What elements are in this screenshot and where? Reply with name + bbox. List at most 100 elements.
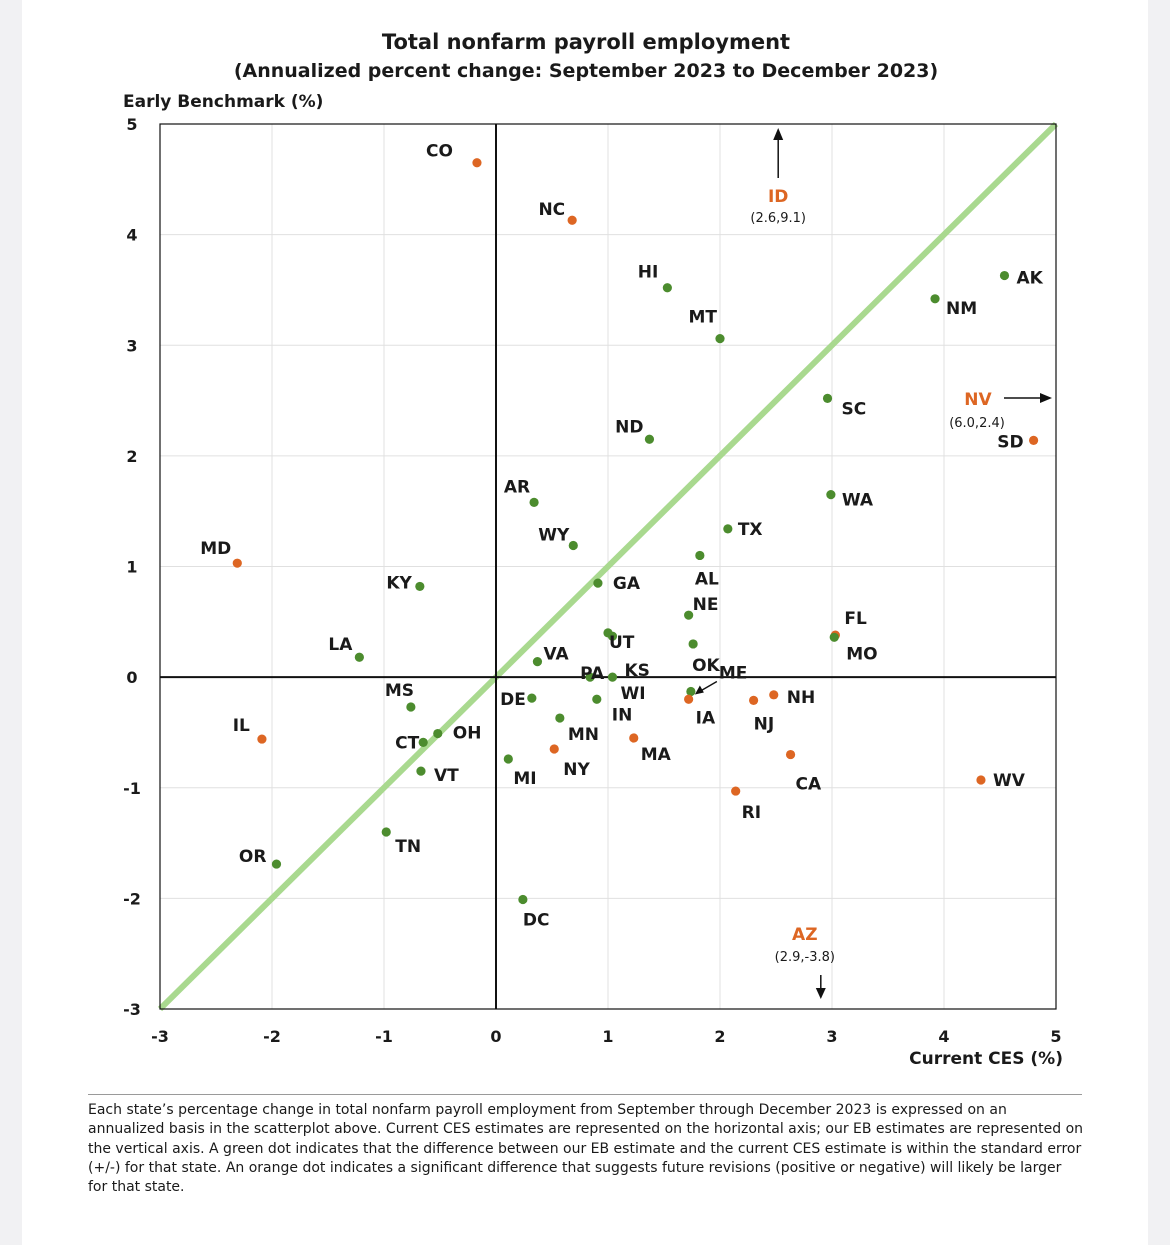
point-label-wa: WA <box>842 491 874 511</box>
x-tick-label: 2 <box>714 1027 725 1046</box>
x-tick-label: 0 <box>490 1027 501 1046</box>
offscale-coords-id: (2.6,9.1) <box>750 211 806 226</box>
data-point-ak <box>999 270 1010 281</box>
data-point-dc <box>518 894 528 905</box>
point-label-mt: MT <box>688 308 717 328</box>
y-tick-label: -2 <box>123 889 141 908</box>
offscale-arrowhead-az <box>815 988 826 999</box>
data-point-ri <box>731 786 741 796</box>
point-label-la: LA <box>328 635 353 655</box>
point-label-de: DE <box>500 690 526 710</box>
x-tick-label: 3 <box>826 1027 837 1046</box>
point-label-md: MD <box>200 539 231 559</box>
chart-footnote: Each state’s percentage change in total … <box>88 1102 1084 1196</box>
scatter-chart: Total nonfarm payroll employment (Annual… <box>123 30 1063 1069</box>
y-tick-label: 3 <box>126 336 137 355</box>
point-label-wi: WI <box>620 684 645 704</box>
point-label-or: OR <box>239 847 267 867</box>
data-point-il <box>257 734 267 744</box>
data-point-ca <box>785 749 796 760</box>
x-tick-label: 4 <box>938 1027 949 1046</box>
data-point-ia <box>684 694 694 704</box>
data-point-ky <box>415 581 425 592</box>
data-point-md <box>232 558 242 568</box>
point-label-ri: RI <box>742 803 761 823</box>
x-tick-label: -1 <box>375 1027 393 1046</box>
point-label-nd: ND <box>615 417 643 437</box>
point-label-tn: TN <box>395 837 421 857</box>
point-label-vt: VT <box>434 766 459 786</box>
data-point-vt <box>416 766 426 776</box>
data-point-in <box>592 694 602 704</box>
chart-title: Total nonfarm payroll employment <box>382 30 790 54</box>
report-page <box>22 0 1148 1245</box>
offscale-arrowhead-nv <box>1040 393 1052 403</box>
data-point-mi <box>503 754 513 764</box>
leader-arrowhead-me <box>694 685 704 695</box>
point-label-ms: MS <box>385 681 414 701</box>
offscale-label-nv: NV <box>964 390 992 410</box>
data-point-tx <box>723 524 733 534</box>
data-point-la <box>354 652 364 662</box>
point-label-wy: WY <box>538 525 570 545</box>
offscale-coords-nv: (6.0,2.4) <box>949 416 1005 431</box>
data-point-wi <box>607 672 618 682</box>
data-point-mn <box>555 713 565 723</box>
y-tick-label: 1 <box>126 558 137 577</box>
y-tick-label: -3 <box>123 1000 141 1019</box>
point-label-dc: DC <box>523 910 550 930</box>
data-point-wy <box>568 540 578 551</box>
point-label-fl: FL <box>844 609 867 629</box>
point-label-ct: CT <box>395 733 419 753</box>
data-point-de <box>527 693 537 703</box>
y-tick-label: 0 <box>126 668 137 687</box>
point-label-al: AL <box>695 569 719 589</box>
y-tick-label: 4 <box>126 226 137 245</box>
offscale-label-az: AZ <box>792 925 817 945</box>
data-point-ar <box>529 497 539 507</box>
data-point-wv <box>976 775 986 785</box>
data-point-nd <box>644 434 655 444</box>
data-point-oh <box>433 728 443 739</box>
point-label-ma: MA <box>641 745 672 765</box>
y-tick-label: 2 <box>126 447 137 466</box>
point-label-hi: HI <box>638 263 659 283</box>
data-point-nj <box>749 695 759 705</box>
data-point-mo <box>829 632 839 642</box>
reference-line-45 <box>157 121 1059 1012</box>
point-label-ia: IA <box>696 708 716 728</box>
point-label-il: IL <box>233 716 250 736</box>
data-point-or <box>271 859 282 869</box>
data-point-wa <box>826 489 836 500</box>
offscale-arrowhead-id <box>773 128 784 140</box>
data-point-ma <box>629 733 639 743</box>
data-point-nc <box>567 215 577 225</box>
data-point-va <box>532 657 543 667</box>
data-point-ok <box>688 639 698 649</box>
point-label-mi: MI <box>513 769 536 789</box>
offscale-coords-az: (2.9,-3.8) <box>775 950 835 965</box>
point-label-ca: CA <box>796 775 822 795</box>
point-label-ny: NY <box>563 760 590 780</box>
data-point-al <box>695 550 705 561</box>
point-label-tx: TX <box>738 520 763 540</box>
y-axis-label: Early Benchmark (%) <box>123 92 323 112</box>
point-label-pa: PA <box>580 664 605 684</box>
point-label-va: VA <box>543 645 569 665</box>
data-point-ms <box>406 702 416 712</box>
data-point-ny <box>549 744 559 754</box>
point-label-nm: NM <box>946 299 977 319</box>
data-point-sd <box>1029 435 1039 445</box>
data-point-me <box>686 686 696 697</box>
point-label-nc: NC <box>538 200 565 220</box>
data-point-sc <box>822 393 833 403</box>
data-point-nh <box>769 690 779 700</box>
data-point-hi <box>662 283 672 293</box>
point-label-in: IN <box>612 705 633 725</box>
point-label-ga: GA <box>613 574 641 594</box>
offscale-label-id: ID <box>768 187 788 207</box>
point-label-me: ME <box>719 664 748 684</box>
y-tick-label: 5 <box>126 115 137 134</box>
data-point-ne <box>684 610 694 620</box>
point-label-nj: NJ <box>754 714 775 734</box>
